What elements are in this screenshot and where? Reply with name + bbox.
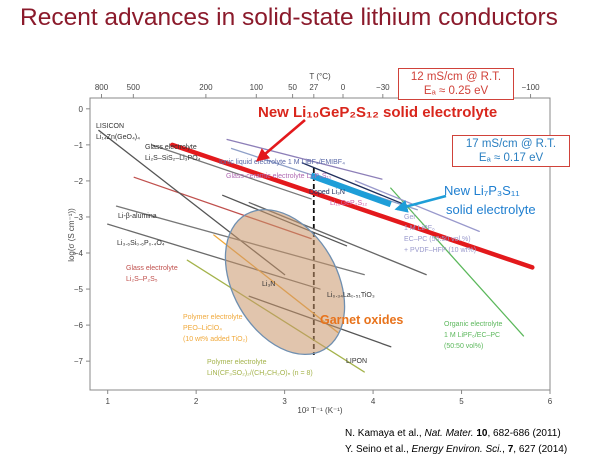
x-axis-title: 10³ T⁻¹ (K⁻¹)	[297, 406, 343, 415]
y-tick-label: 0	[79, 105, 84, 114]
top-tick-label: 50	[288, 83, 297, 92]
reference-2: Y. Seino et al., Energy Environ. Sci., 7…	[345, 444, 568, 455]
reference-2-journal: Energy Environ. Sci.	[411, 444, 503, 455]
y-tick-label: −1	[74, 141, 84, 150]
top-tick-label: 200	[199, 83, 213, 92]
lgps-conductivity-value: 12 mS/cm @ R.T.	[410, 71, 502, 83]
plot-label-glass1: Glass electrolyte	[145, 144, 197, 151]
y-tick-label: −6	[74, 321, 84, 330]
series-gel-electrolyte-1-m-lipf6-ec-pc-50-50-vol-pvdf-hfp-10-wt	[354, 180, 480, 233]
plot-label-ionic: Ionic liquid electrolyte 1 M LiBF₄/EMIBF…	[219, 159, 345, 166]
plot-label-lipon: LIPON	[346, 358, 367, 365]
plot-label-org3: (50:50 vol%)	[444, 343, 483, 350]
top-axis-title: T (°C)	[309, 72, 331, 81]
y-tick-label: −7	[74, 357, 84, 366]
x-tick-label: 5	[459, 397, 464, 406]
plot-label-poly1b: PEO–LiClO₄	[183, 325, 222, 332]
plot-label-doped: Doped Li₃N	[309, 189, 345, 196]
top-tick-label: −100	[522, 83, 541, 92]
plot-label-lgps-small: Li₁₀GeP₂S₁₂	[330, 200, 367, 207]
plot-label-org1: Organic electrolyte	[444, 321, 502, 328]
reference-2-volume: 7	[507, 444, 514, 455]
lgps-conductivity-box: 12 mS/cm @ R.T. Eₐ ≈ 0.25 eV	[398, 68, 514, 100]
lps-conductivity-value: 17 mS/cm @ R.T.	[465, 138, 557, 150]
lgps-callout-label: New Li₁₀GeP₂S₁₂ solid electrolyte	[258, 104, 498, 121]
plot-label-lisicon2: Li₁₄Zn(GeO₄)₄	[96, 134, 140, 141]
top-tick-label: 100	[250, 83, 264, 92]
x-tick-label: 2	[194, 397, 199, 406]
y-tick-label: −4	[74, 249, 84, 258]
plot-label-gel4: + PVDF–HFP (10 wt%)	[404, 247, 476, 254]
plot-label-glass1b: Li₂S–SiS₂–Li₃PO₄	[145, 155, 201, 162]
top-tick-label: 27	[309, 83, 318, 92]
reference-2-authors: Y. Seino et al.,	[345, 444, 412, 455]
series-doped-li3n	[301, 162, 410, 207]
x-tick-label: 4	[371, 397, 376, 406]
lps-callout-arrow	[394, 194, 447, 213]
reference-2-pages: , 627 (2014)	[513, 444, 568, 455]
plot-label-poly2: Polymer electrolyte	[207, 359, 267, 366]
plot-label-org2: 1 M LiPF₆/EC–PC	[444, 332, 500, 339]
plot-label-gel2: 1 M LiPF₆	[404, 225, 435, 232]
reference-1-volume: 10	[476, 428, 488, 439]
plot-label-gel1: Gel	[404, 214, 415, 221]
reference-1-journal: Nat. Mater.	[424, 428, 474, 439]
lps-callout-label-line2: solid electrolyte	[446, 202, 536, 217]
plot-label-glass2: Glass electrolyte	[126, 265, 178, 272]
plot-label-lisicon: LISICON	[96, 123, 124, 130]
series-new-li10gep2s12-solid-electrolyte	[170, 142, 535, 270]
lgps-callout-arrow	[256, 119, 306, 162]
series-new-li7p3s11-solid-electrolyte	[310, 172, 392, 208]
y-tick-label: −5	[74, 285, 84, 294]
plot-label-llto: Li₀.₃₄La₀.₅₁TiO₃	[327, 292, 375, 299]
garnet-oxides-label: Garnet oxides	[320, 313, 404, 327]
plot-label-poly1: Polymer electrolyte	[183, 314, 243, 321]
top-tick-label: 0	[341, 83, 346, 92]
slide-title: Recent advances in solid-state lithium c…	[20, 4, 558, 31]
y-tick-label: −2	[74, 177, 84, 186]
plot-label-li3n: Li₃N	[262, 281, 275, 288]
plot-label-alumina: Li-β-alumina	[118, 213, 157, 220]
garnet-oxides-region	[224, 208, 346, 356]
plot-label-glassceramic: Glass-ceramic electrolyte Li₇P₃S₁₁	[226, 173, 332, 180]
top-tick-label: 800	[95, 83, 109, 92]
plot-label-lisipo: Li₃.₆Si₀.₆P₀.₄O₄	[117, 240, 165, 247]
top-tick-label: 500	[127, 83, 141, 92]
lps-activation-energy: Eₐ ≈ 0.17 eV	[478, 152, 544, 164]
reference-1-authors: N. Kamaya et al.,	[345, 428, 425, 439]
plot-label-gel3: EC–PC (50:50 vol.%)	[404, 236, 471, 243]
lps-callout-label-line1: New Li₇P₃S₁₁	[444, 183, 520, 198]
y-axis-title: log(σ (S cm⁻¹))	[67, 208, 76, 262]
lgps-activation-energy: Eₐ ≈ 0.25 eV	[423, 85, 489, 97]
x-tick-label: 3	[282, 397, 287, 406]
series-li2s-sis2-li3po4	[151, 144, 312, 200]
y-tick-label: −3	[74, 213, 84, 222]
top-tick-label: −30	[376, 83, 390, 92]
series-organic-electrolyte-1-m-lipf6-ec-pc-50-50-vol	[390, 187, 525, 337]
reference-1-pages: , 682-686 (2011)	[487, 428, 561, 439]
reference-1: N. Kamaya et al., Nat. Mater. 10, 682-68…	[345, 428, 561, 439]
plot-label-glass2b: Li₂S–P₂S₅	[126, 276, 158, 283]
x-tick-label: 6	[548, 397, 553, 406]
series-glass-ceramic-electrolyte-li7p3s11	[226, 138, 383, 180]
plot-label-poly2b: LiN(CF₃SO₂)₂/(CH₂CH₂O)ₙ (n = 8)	[207, 370, 313, 377]
lps-conductivity-box: 17 mS/cm @ R.T. Eₐ ≈ 0.17 eV	[452, 135, 570, 167]
x-tick-label: 1	[105, 397, 110, 406]
plot-label-poly1c: (10 wt% added TiO₂)	[183, 336, 248, 343]
